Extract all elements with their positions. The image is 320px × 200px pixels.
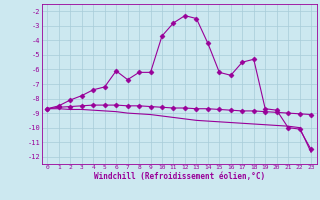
X-axis label: Windchill (Refroidissement éolien,°C): Windchill (Refroidissement éolien,°C) xyxy=(94,172,265,181)
